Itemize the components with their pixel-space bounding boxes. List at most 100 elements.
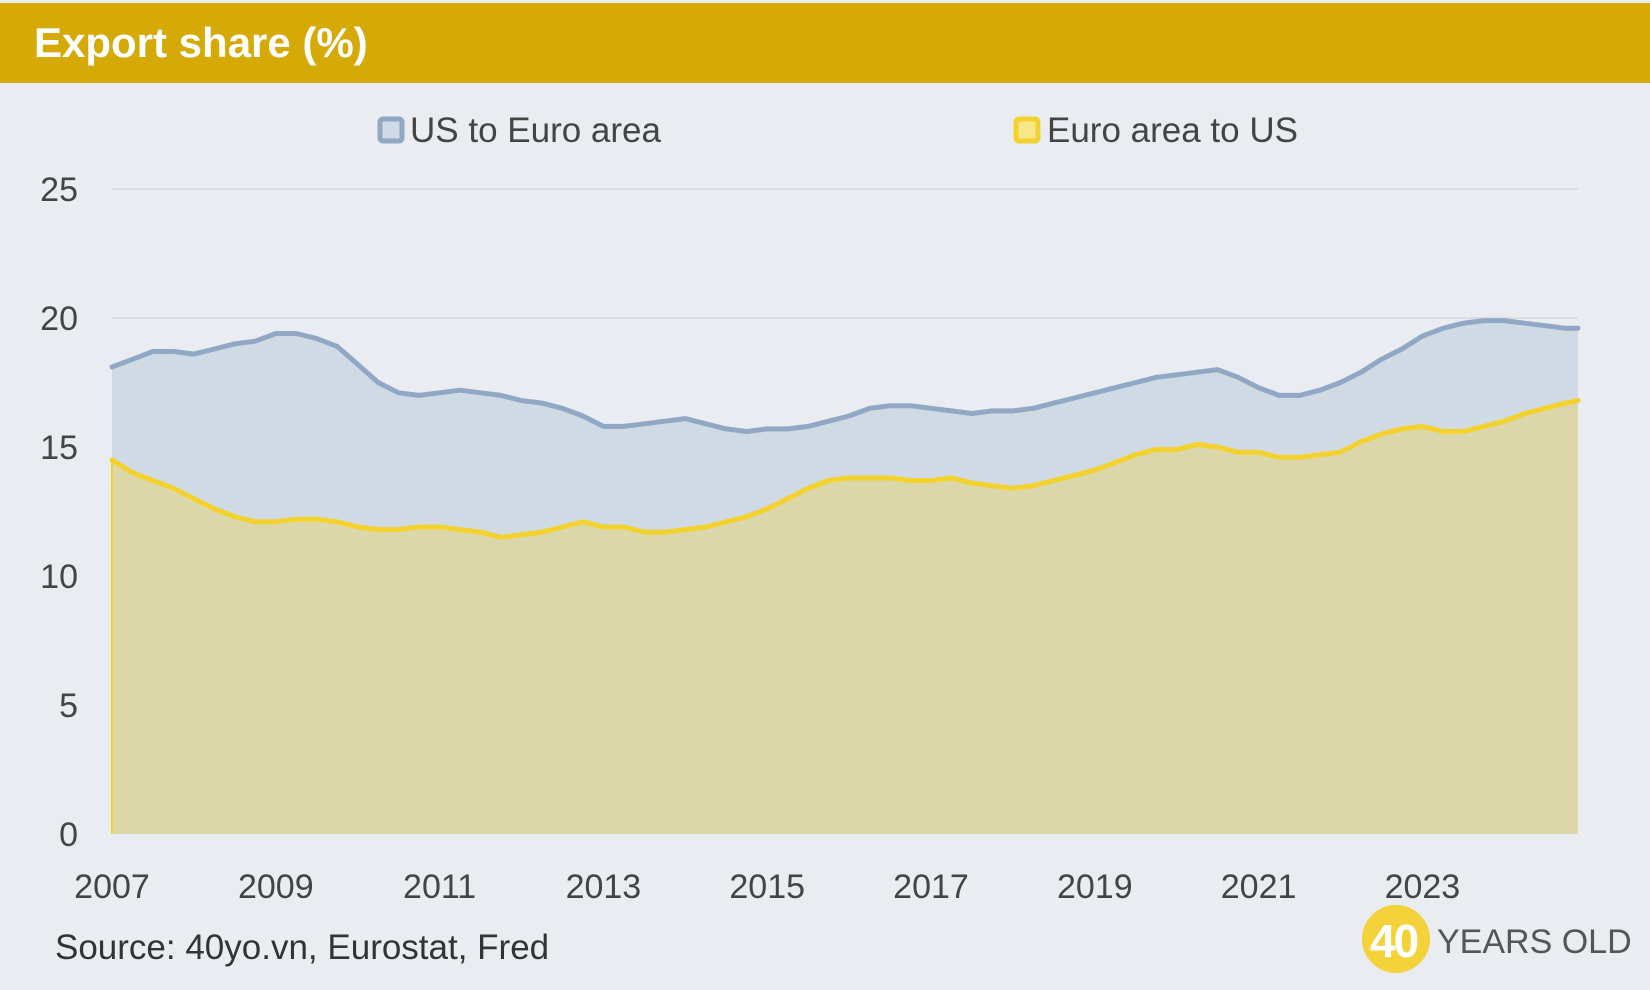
- point-us-to-euro: [746, 431, 748, 432]
- point-euro-to-us: [1155, 449, 1157, 451]
- point-us-to-euro: [254, 340, 256, 342]
- point-us-to-euro: [930, 407, 932, 409]
- point-euro-to-us: [951, 477, 952, 479]
- x-tick-label: 2017: [893, 868, 969, 906]
- point-euro-to-us: [1340, 451, 1341, 453]
- point-us-to-euro: [684, 418, 686, 420]
- point-euro-to-us: [1135, 454, 1137, 456]
- point-euro-to-us: [521, 534, 522, 536]
- point-us-to-euro: [1135, 382, 1137, 383]
- point-us-to-euro: [602, 425, 604, 427]
- point-euro-to-us: [1176, 449, 1178, 451]
- y-tick-label: 20: [40, 300, 78, 338]
- point-euro-to-us: [746, 516, 748, 518]
- point-us-to-euro: [336, 345, 338, 347]
- point-us-to-euro: [991, 410, 993, 412]
- x-tick-label: 2011: [403, 868, 476, 906]
- point-euro-to-us: [1237, 451, 1239, 453]
- point-euro-to-us: [1483, 425, 1485, 427]
- point-us-to-euro: [1155, 376, 1157, 378]
- point-us-to-euro: [377, 382, 379, 383]
- point-us-to-euro: [480, 392, 481, 394]
- point-us-to-euro: [1094, 392, 1096, 394]
- point-euro-to-us: [643, 531, 645, 533]
- x-tick-label: 2023: [1385, 868, 1461, 906]
- point-us-to-euro: [213, 348, 215, 350]
- point-us-to-euro: [1503, 320, 1505, 322]
- point-euro-to-us: [684, 529, 686, 531]
- point-us-to-euro: [951, 410, 952, 412]
- legend-swatch-euro-to-us: [1013, 116, 1041, 144]
- point-us-to-euro: [541, 402, 543, 404]
- point-euro-to-us: [1401, 428, 1403, 430]
- point-euro-to-us: [1462, 431, 1464, 432]
- y-tick-label: 25: [40, 171, 78, 209]
- point-euro-to-us: [1032, 485, 1034, 487]
- point-euro-to-us: [991, 485, 993, 487]
- point-euro-to-us: [623, 526, 625, 528]
- point-us-to-euro: [1237, 376, 1239, 378]
- point-euro-to-us: [1319, 454, 1321, 456]
- point-us-to-euro: [1442, 327, 1444, 329]
- point-us-to-euro: [1299, 394, 1300, 396]
- point-us-to-euro: [1340, 382, 1341, 383]
- point-us-to-euro: [561, 407, 563, 409]
- point-us-to-euro: [1483, 320, 1485, 322]
- point-euro-to-us: [254, 521, 256, 523]
- brand-logo: 40 YEARS OLD: [1362, 905, 1632, 975]
- point-euro-to-us: [848, 477, 850, 479]
- point-euro-to-us: [664, 531, 666, 533]
- point-us-to-euro: [643, 423, 645, 425]
- point-us-to-euro: [1053, 402, 1055, 404]
- chart-areas: [112, 320, 1578, 835]
- axis-labels: 0 5 10 15 20 25 2007 2009 2011 2013 2015 2017 2019 20…: [40, 171, 1460, 906]
- point-us-to-euro: [1258, 387, 1260, 389]
- point-us-to-euro: [418, 394, 420, 396]
- point-us-to-euro: [275, 333, 277, 334]
- point-euro-to-us: [561, 526, 563, 528]
- point-euro-to-us: [1524, 413, 1526, 414]
- y-tick-label: 5: [59, 687, 78, 725]
- point-us-to-euro: [439, 392, 441, 394]
- point-us-to-euro: [295, 333, 297, 334]
- point-euro-to-us: [1196, 443, 1198, 445]
- point-us-to-euro: [1462, 322, 1464, 324]
- x-tick-label: 2019: [1057, 868, 1133, 906]
- x-tick-label: 2007: [74, 868, 150, 906]
- point-euro-to-us: [398, 529, 400, 531]
- point-euro-to-us: [971, 482, 973, 484]
- point-euro-to-us: [439, 526, 441, 528]
- point-euro-to-us: [357, 526, 359, 528]
- source-note: Source: 40yo.vn, Eurostat, Fred: [55, 928, 550, 967]
- chart-title: Export share (%): [34, 19, 368, 66]
- legend-label-us-to-euro: US to Euro area: [410, 111, 661, 150]
- point-euro-to-us: [725, 521, 727, 523]
- legend-swatch-us-to-euro: [377, 116, 405, 144]
- point-euro-to-us: [480, 531, 481, 533]
- point-us-to-euro: [664, 420, 666, 422]
- x-tick-label: 2021: [1221, 868, 1297, 906]
- y-tick-label: 15: [40, 429, 78, 467]
- point-us-to-euro: [1073, 397, 1075, 399]
- point-euro-to-us: [1421, 425, 1423, 427]
- brand-circle: [1362, 905, 1430, 973]
- point-euro-to-us: [172, 487, 174, 489]
- point-euro-to-us: [213, 508, 215, 510]
- point-euro-to-us: [1114, 462, 1116, 463]
- point-euro-to-us: [869, 477, 871, 479]
- point-euro-to-us: [930, 480, 932, 481]
- point-euro-to-us: [889, 477, 891, 479]
- point-euro-to-us: [336, 521, 338, 523]
- point-euro-to-us: [500, 536, 502, 538]
- point-us-to-euro: [1032, 407, 1034, 409]
- point-us-to-euro: [111, 366, 113, 368]
- point-us-to-euro: [357, 363, 359, 365]
- x-tick-label: 2013: [566, 868, 642, 906]
- point-euro-to-us: [152, 480, 154, 481]
- point-us-to-euro: [459, 389, 461, 391]
- point-euro-to-us: [1360, 441, 1362, 443]
- point-us-to-euro: [582, 415, 584, 417]
- point-us-to-euro: [971, 413, 973, 414]
- point-us-to-euro: [807, 425, 809, 427]
